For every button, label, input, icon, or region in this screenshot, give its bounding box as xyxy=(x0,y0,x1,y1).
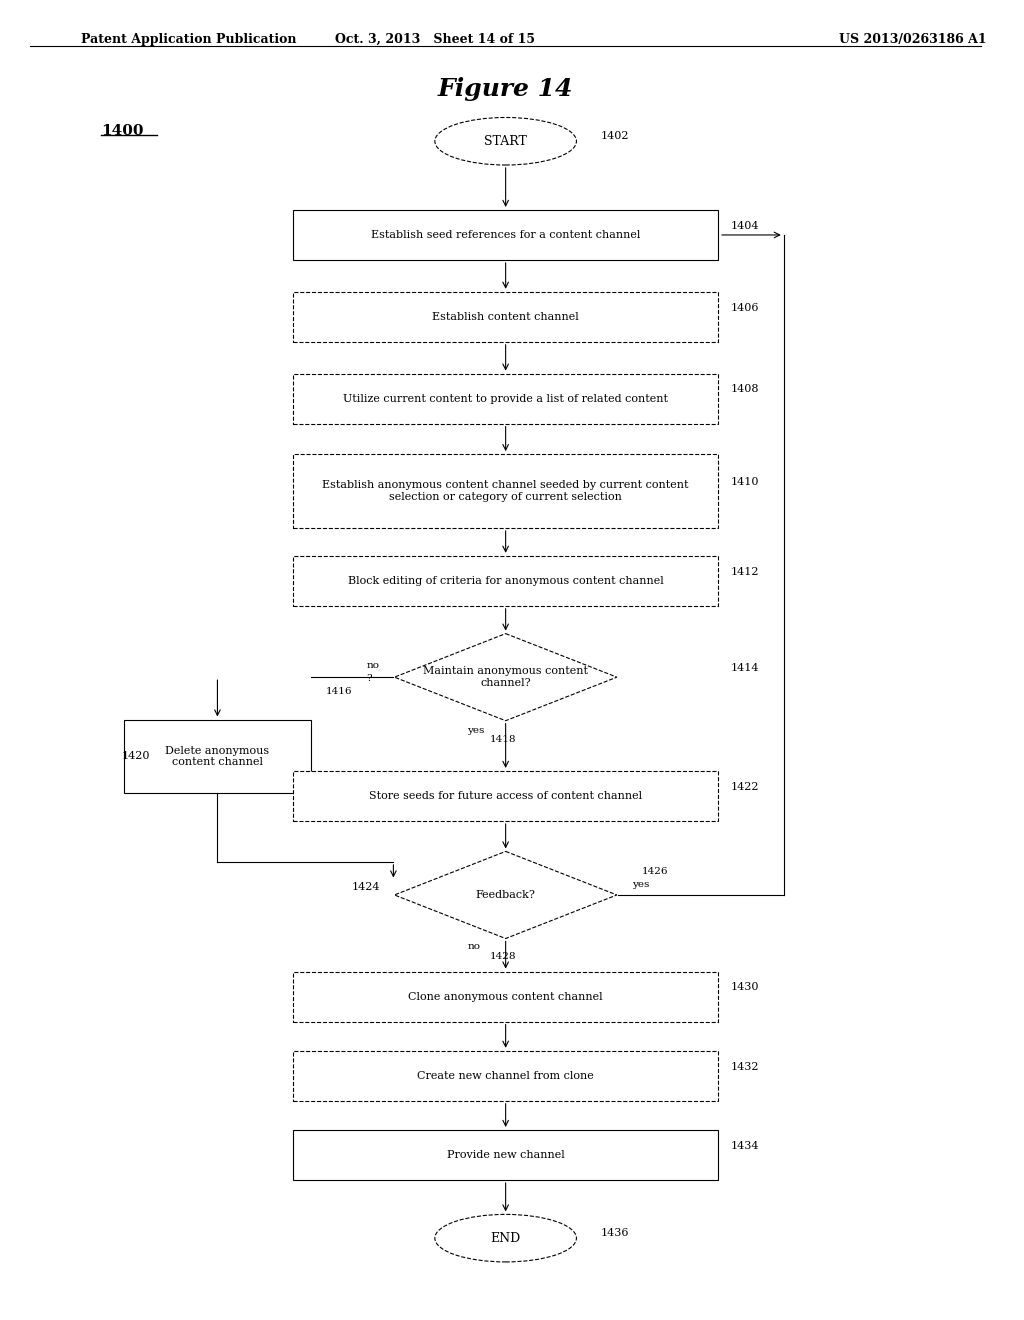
FancyBboxPatch shape xyxy=(293,972,718,1022)
Text: 1432: 1432 xyxy=(730,1061,759,1072)
Text: 1400: 1400 xyxy=(101,124,143,139)
FancyBboxPatch shape xyxy=(293,454,718,528)
Text: 1414: 1414 xyxy=(730,663,759,673)
Text: 1410: 1410 xyxy=(730,477,759,487)
Text: 1434: 1434 xyxy=(730,1140,759,1151)
Text: Feedback?: Feedback? xyxy=(476,890,536,900)
Text: 1408: 1408 xyxy=(730,384,759,395)
Text: END: END xyxy=(490,1232,521,1245)
Text: 1430: 1430 xyxy=(730,982,759,993)
Text: Utilize current content to provide a list of related content: Utilize current content to provide a lis… xyxy=(343,393,668,404)
FancyBboxPatch shape xyxy=(124,721,311,792)
Text: Create new channel from clone: Create new channel from clone xyxy=(417,1071,594,1081)
Text: 1406: 1406 xyxy=(730,302,759,313)
FancyBboxPatch shape xyxy=(293,1130,718,1180)
Text: Establish seed references for a content channel: Establish seed references for a content … xyxy=(371,230,640,240)
Text: Patent Application Publication: Patent Application Publication xyxy=(81,33,296,46)
Ellipse shape xyxy=(435,117,577,165)
Text: 1412: 1412 xyxy=(730,566,759,577)
Text: yes: yes xyxy=(632,880,649,890)
Text: Block editing of criteria for anonymous content channel: Block editing of criteria for anonymous … xyxy=(348,576,664,586)
Text: yes: yes xyxy=(467,726,484,735)
Text: START: START xyxy=(484,135,527,148)
Ellipse shape xyxy=(435,1214,577,1262)
FancyBboxPatch shape xyxy=(293,771,718,821)
Text: no: no xyxy=(367,661,379,671)
Text: Provide new channel: Provide new channel xyxy=(446,1150,564,1160)
Text: 1418: 1418 xyxy=(489,735,516,744)
FancyBboxPatch shape xyxy=(293,210,718,260)
Text: Establish anonymous content channel seeded by current content
selection or categ: Establish anonymous content channel seed… xyxy=(323,480,689,502)
Text: Store seeds for future access of content channel: Store seeds for future access of content… xyxy=(369,791,642,801)
Text: 1420: 1420 xyxy=(121,751,150,762)
Text: Establish content channel: Establish content channel xyxy=(432,312,579,322)
Text: no: no xyxy=(467,942,480,952)
FancyBboxPatch shape xyxy=(293,374,718,424)
FancyBboxPatch shape xyxy=(293,292,718,342)
Text: 1404: 1404 xyxy=(730,220,759,231)
Text: Maintain anonymous content
channel?: Maintain anonymous content channel? xyxy=(423,667,588,688)
Text: ?: ? xyxy=(367,675,372,684)
Text: 1424: 1424 xyxy=(351,882,380,892)
Text: 1422: 1422 xyxy=(730,781,759,792)
Text: Figure 14: Figure 14 xyxy=(438,77,573,100)
Text: 1436: 1436 xyxy=(601,1228,629,1238)
Text: Oct. 3, 2013   Sheet 14 of 15: Oct. 3, 2013 Sheet 14 of 15 xyxy=(335,33,535,46)
Polygon shape xyxy=(394,851,616,939)
Text: Delete anonymous
content channel: Delete anonymous content channel xyxy=(165,746,269,767)
FancyBboxPatch shape xyxy=(293,556,718,606)
Text: 1402: 1402 xyxy=(601,131,629,141)
Text: Clone anonymous content channel: Clone anonymous content channel xyxy=(409,991,603,1002)
Polygon shape xyxy=(394,634,616,721)
Text: 1428: 1428 xyxy=(489,952,516,961)
Text: US 2013/0263186 A1: US 2013/0263186 A1 xyxy=(840,33,987,46)
Text: 1416: 1416 xyxy=(326,688,352,697)
Text: 1426: 1426 xyxy=(642,867,669,876)
FancyBboxPatch shape xyxy=(293,1051,718,1101)
